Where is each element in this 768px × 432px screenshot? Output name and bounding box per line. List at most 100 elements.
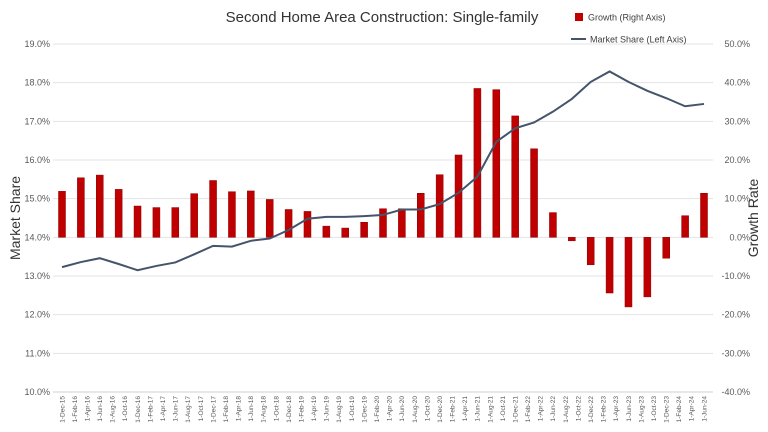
x-tick-label: 1-Jun-23 [626, 396, 633, 422]
growth-bar [190, 193, 198, 238]
x-tick-label: 1-Apr-22 [538, 396, 545, 422]
growth-bar [586, 237, 595, 266]
x-tick-label: 1-Dec-15 [59, 396, 66, 423]
x-tick-label: 1-Feb-19 [298, 396, 305, 423]
growth-bar [643, 237, 652, 298]
growth-bar [662, 237, 670, 259]
x-tick-label: 1-Jun-19 [324, 396, 331, 422]
right-tick-label: 50.0% [724, 39, 750, 49]
growth-bar [247, 190, 255, 238]
x-tick-label: 1-Aug-18 [261, 396, 268, 423]
right-tick-label: -20.0% [721, 310, 750, 320]
x-tick-label: 1-Dec-21 [512, 396, 519, 423]
growth-bar [171, 207, 180, 238]
growth-bar [133, 205, 142, 238]
x-tick-label: 1-Jun-17 [173, 396, 180, 422]
legend-growth-swatch [575, 13, 583, 21]
x-tick-label: 1-Feb-24 [676, 396, 683, 423]
x-tick-label: 1-Dec-23 [664, 396, 671, 423]
x-tick-label: 1-Apr-16 [84, 396, 91, 422]
x-tick-label: 1-Dec-20 [437, 396, 444, 423]
x-axis-ticks: 1-Dec-15 1-Feb-16 1-Apr-16 1-Jun-16 1-Aug-16… [59, 396, 708, 423]
x-tick-label: 1-Oct-18 [273, 396, 280, 422]
legend-growth-label: Growth (Right Axis) [588, 13, 666, 23]
growth-bar [322, 225, 331, 238]
left-tick-label: 19.0% [24, 39, 50, 49]
growth-bar [549, 212, 557, 238]
growth-bar [114, 189, 123, 238]
right-tick-label: 20.0% [724, 155, 750, 165]
growth-bar [341, 227, 349, 238]
x-tick-label: 1-Aug-22 [563, 396, 570, 423]
x-tick-label: 1-Oct-22 [575, 396, 582, 422]
right-tick-label: -40.0% [721, 387, 750, 397]
x-tick-label: 1-Apr-18 [236, 396, 243, 422]
growth-bar [265, 199, 274, 238]
right-tick-label: -10.0% [721, 271, 750, 281]
left-axis-ticks: 10.0% 11.0% 12.0% 13.0% 14.0% 15.0% 16.0% 17.0%… [24, 39, 50, 397]
right-tick-label: 10.0% [724, 194, 750, 204]
growth-bar [605, 237, 614, 294]
x-tick-label: 1-Feb-16 [72, 396, 79, 423]
growth-bar [379, 208, 387, 238]
x-tick-label: 1-Dec-18 [286, 396, 293, 423]
x-tick-label: 1-Apr-23 [613, 396, 620, 422]
growth-bar [700, 193, 708, 238]
x-tick-label: 1-Jun-18 [248, 396, 255, 422]
growth-bar [152, 207, 161, 238]
growth-bar [96, 174, 104, 238]
x-tick-label: 1-Aug-21 [487, 396, 494, 423]
x-tick-label: 1-Jun-22 [550, 396, 557, 422]
x-tick-label: 1-Apr-19 [311, 396, 318, 422]
left-tick-label: 15.0% [24, 194, 50, 204]
growth-bar [58, 191, 66, 238]
x-tick-label: 1-Apr-17 [160, 396, 167, 422]
growth-bar [209, 180, 217, 238]
x-tick-label: 1-Aug-17 [185, 396, 192, 423]
x-tick-label: 1-Aug-16 [110, 396, 117, 423]
right-axis-ticks: -40.0% -30.0% -20.0% -10.0% 0.0% 10.0% 20.0% 30… [721, 39, 750, 397]
x-tick-label: 1-Feb-20 [374, 396, 381, 423]
growth-bar [360, 222, 368, 238]
legend-market-share-label: Market Share (Left Axis) [590, 35, 687, 45]
left-axis-title: Market Share [7, 176, 23, 260]
growth-bar [228, 191, 236, 238]
x-tick-label: 1-Dec-16 [135, 396, 142, 423]
x-tick-label: 1-Jun-16 [97, 396, 104, 422]
x-tick-label: 1-Jun-21 [475, 396, 482, 422]
left-tick-label: 17.0% [24, 116, 50, 126]
x-tick-label: 1-Feb-23 [601, 396, 608, 423]
x-tick-label: 1-Oct-17 [198, 396, 205, 422]
left-tick-label: 16.0% [24, 155, 50, 165]
right-tick-label: 0.0% [729, 232, 750, 242]
growth-bar [454, 154, 463, 238]
growth-bar [681, 215, 689, 238]
growth-bar [417, 193, 425, 238]
growth-bar [530, 148, 538, 238]
x-tick-label: 1-Dec-17 [210, 396, 217, 423]
x-tick-label: 1-Oct-16 [122, 396, 129, 422]
growth-bar [435, 174, 444, 238]
x-tick-label: 1-Apr-21 [462, 396, 469, 422]
left-tick-label: 10.0% [24, 387, 50, 397]
right-tick-label: 30.0% [724, 116, 750, 126]
growth-bar [398, 208, 406, 238]
x-tick-label: 1-Apr-20 [387, 396, 394, 422]
x-tick-label: 1-Apr-24 [689, 396, 696, 422]
x-tick-label: 1-Dec-22 [588, 396, 595, 423]
x-tick-label: 1-Aug-19 [336, 396, 343, 423]
x-tick-label: 1-Feb-21 [450, 396, 457, 423]
left-tick-label: 14.0% [24, 232, 50, 242]
x-tick-label: 1-Aug-23 [638, 396, 645, 423]
market-share-line [61, 70, 705, 272]
left-tick-label: 18.0% [24, 78, 50, 88]
x-tick-label: 1-Aug-20 [412, 396, 419, 423]
x-tick-label: 1-Jun-24 [701, 396, 708, 422]
growth-bar [492, 89, 501, 238]
x-tick-label: 1-Oct-19 [349, 396, 356, 422]
x-tick-label: 1-Oct-21 [500, 396, 507, 422]
left-tick-label: 13.0% [24, 271, 50, 281]
x-tick-label: 1-Feb-17 [147, 396, 154, 423]
growth-bar [568, 237, 576, 242]
